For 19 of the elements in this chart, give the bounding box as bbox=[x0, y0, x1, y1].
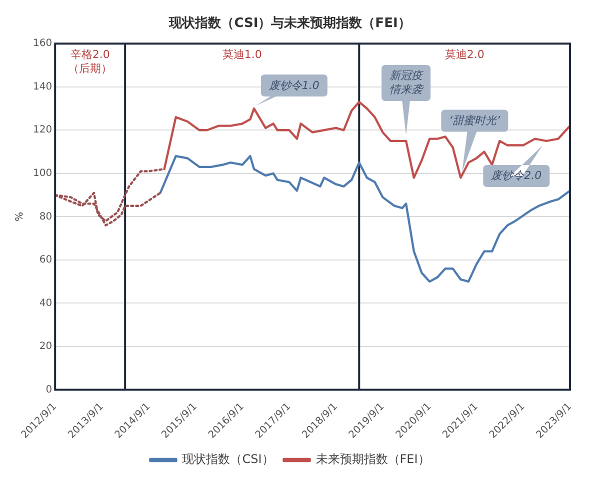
y-tick-label: 20 bbox=[39, 341, 52, 352]
y-tick-label: 140 bbox=[32, 81, 52, 92]
annotation: 莫迪1.0 bbox=[222, 48, 262, 61]
y-tick-label: 100 bbox=[32, 168, 52, 180]
annotation: 废钞令1.0 bbox=[268, 78, 320, 92]
y-axis-title: % bbox=[14, 212, 26, 222]
annotation: ‘甜蜜时光’ bbox=[448, 114, 502, 128]
y-tick-label: 80 bbox=[39, 211, 52, 222]
annotation: 辛格2.0（后期） bbox=[68, 48, 112, 75]
legend-label: 现状指数（CSI） bbox=[182, 452, 274, 466]
y-tick-label: 0 bbox=[46, 384, 52, 396]
annotation: 新冠疫情来袭 bbox=[388, 68, 425, 97]
y-tick-label: 120 bbox=[32, 124, 52, 136]
chart-title: 现状指数（CSI）与未来预期指数（FEI） bbox=[168, 16, 411, 32]
y-tick-label: 160 bbox=[32, 38, 52, 50]
annotation: 莫迪2.0 bbox=[444, 48, 484, 61]
legend-label: 未来预期指数（FEI） bbox=[316, 452, 430, 466]
y-tick-label: 40 bbox=[39, 298, 52, 309]
y-tick-label: 60 bbox=[39, 254, 52, 266]
